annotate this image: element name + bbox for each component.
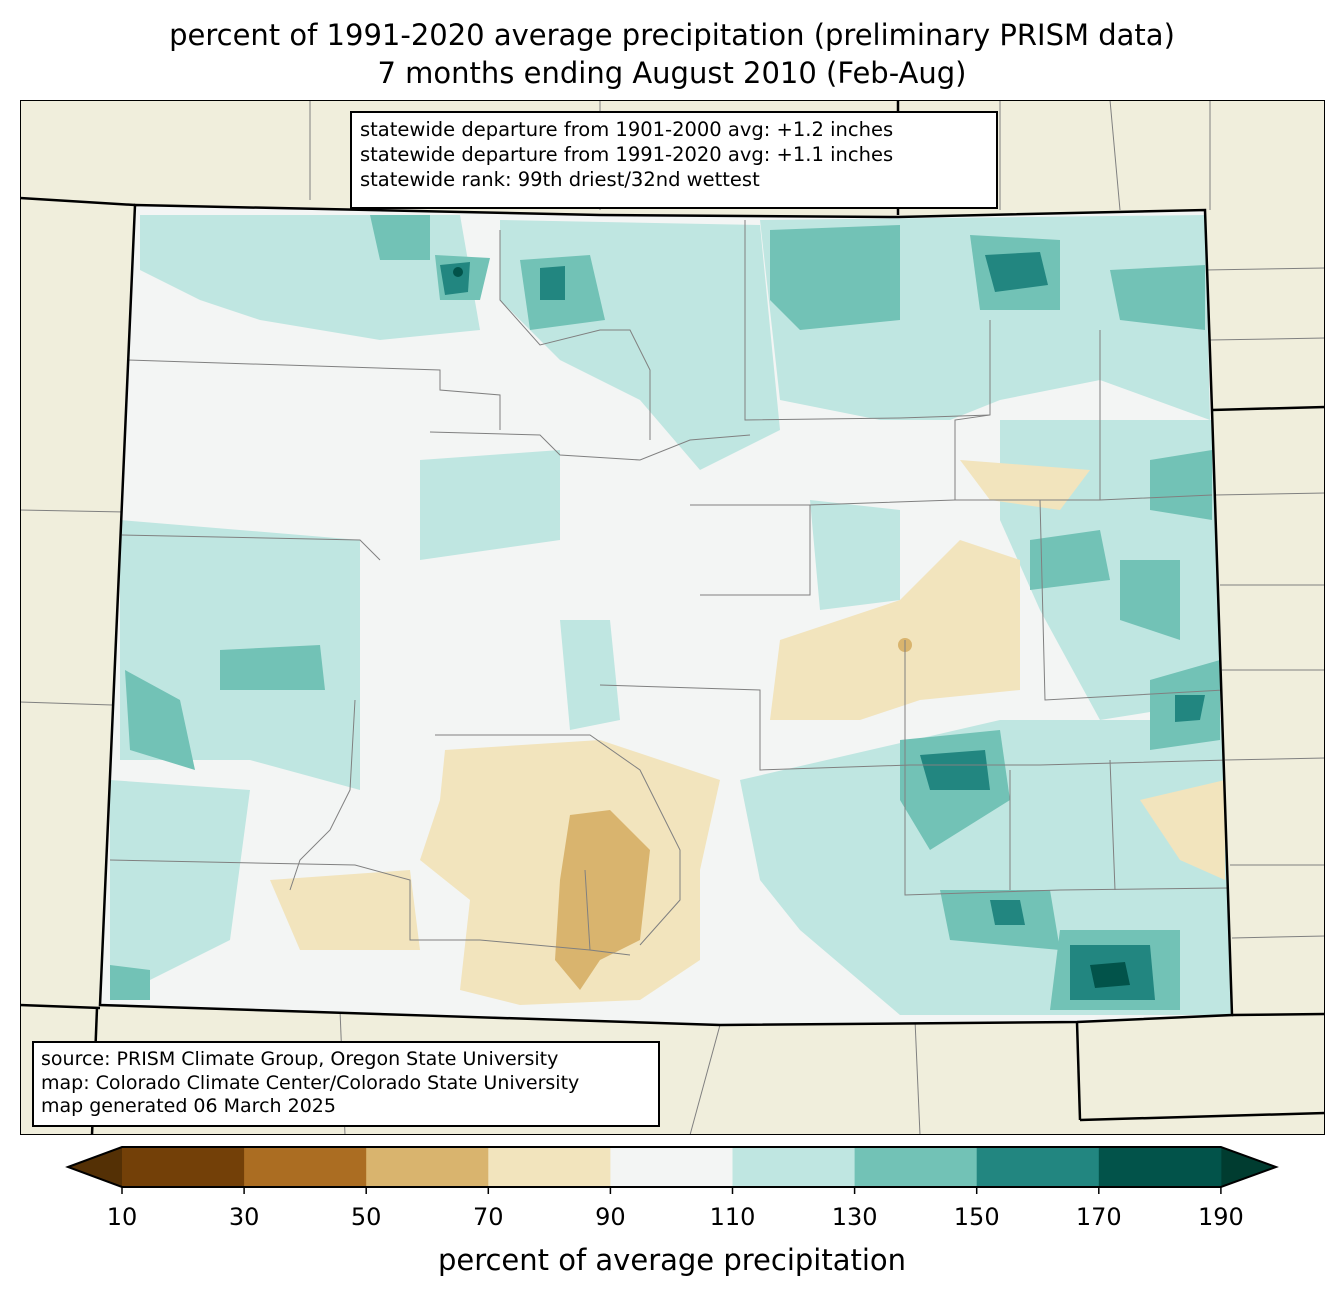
precipitation-contours [110, 215, 1232, 1015]
generated-date: map generated 06 March 2025 [41, 1095, 336, 1117]
source-box: source: PRISM Climate Group, Oregon Stat… [32, 1041, 660, 1127]
colorbar-segment [122, 1147, 245, 1187]
colorbar-segment [488, 1147, 611, 1187]
colorbar-tick-label: 30 [228, 1203, 260, 1231]
departure-1991-2020: statewide departure from 1991-2020 avg: … [360, 143, 894, 166]
colorbar-tick-label: 190 [1197, 1203, 1244, 1231]
colorbar-tick-label: 110 [709, 1203, 756, 1231]
county-lines [109, 220, 1231, 956]
colorbar-extend-low [68, 1147, 122, 1187]
colorbar-tick-label: 130 [831, 1203, 878, 1231]
colorbar-segment [854, 1147, 978, 1187]
colorbar-label: percent of average precipitation [437, 1243, 907, 1277]
map-title: percent of 1991-2020 average precipitati… [169, 18, 1175, 52]
map-subtitle: 7 months ending August 2010 (Feb-Aug) [377, 56, 967, 90]
colorbar-extend-high [1220, 1147, 1276, 1187]
colorbar-segment [610, 1147, 733, 1187]
statewide-stats-box: statewide departure from 1901-2000 avg: … [350, 111, 998, 209]
statewide-rank: statewide rank: 99th driest/32nd wettest [360, 168, 760, 191]
colorbar-tick-label: 10 [106, 1203, 138, 1231]
colorado-border [98, 203, 1234, 1027]
colorbar-segment [244, 1147, 367, 1187]
colorbar-tick-label: 70 [473, 1203, 504, 1231]
colorbar-segment [976, 1147, 1100, 1187]
colorbar-tick-label: 170 [1075, 1203, 1122, 1231]
colorbar-segment [732, 1147, 856, 1187]
colorbar-segment [1098, 1147, 1222, 1187]
source-text: source: PRISM Climate Group, Oregon Stat… [41, 1048, 559, 1070]
colorbar-tick-label: 150 [953, 1203, 1000, 1231]
departure-1901-2000: statewide departure from 1901-2000 avg: … [360, 118, 894, 141]
colorbar [65, 1146, 1279, 1194]
map-credit: map: Colorado Climate Center/Colorado St… [41, 1071, 580, 1094]
colorbar-segment [366, 1147, 489, 1187]
colorbar-tick-label: 50 [350, 1203, 382, 1231]
neighbor-state-lines [20, 100, 1325, 1135]
colorbar-tick-label: 90 [595, 1203, 626, 1231]
precipitation-map [20, 100, 1325, 1135]
